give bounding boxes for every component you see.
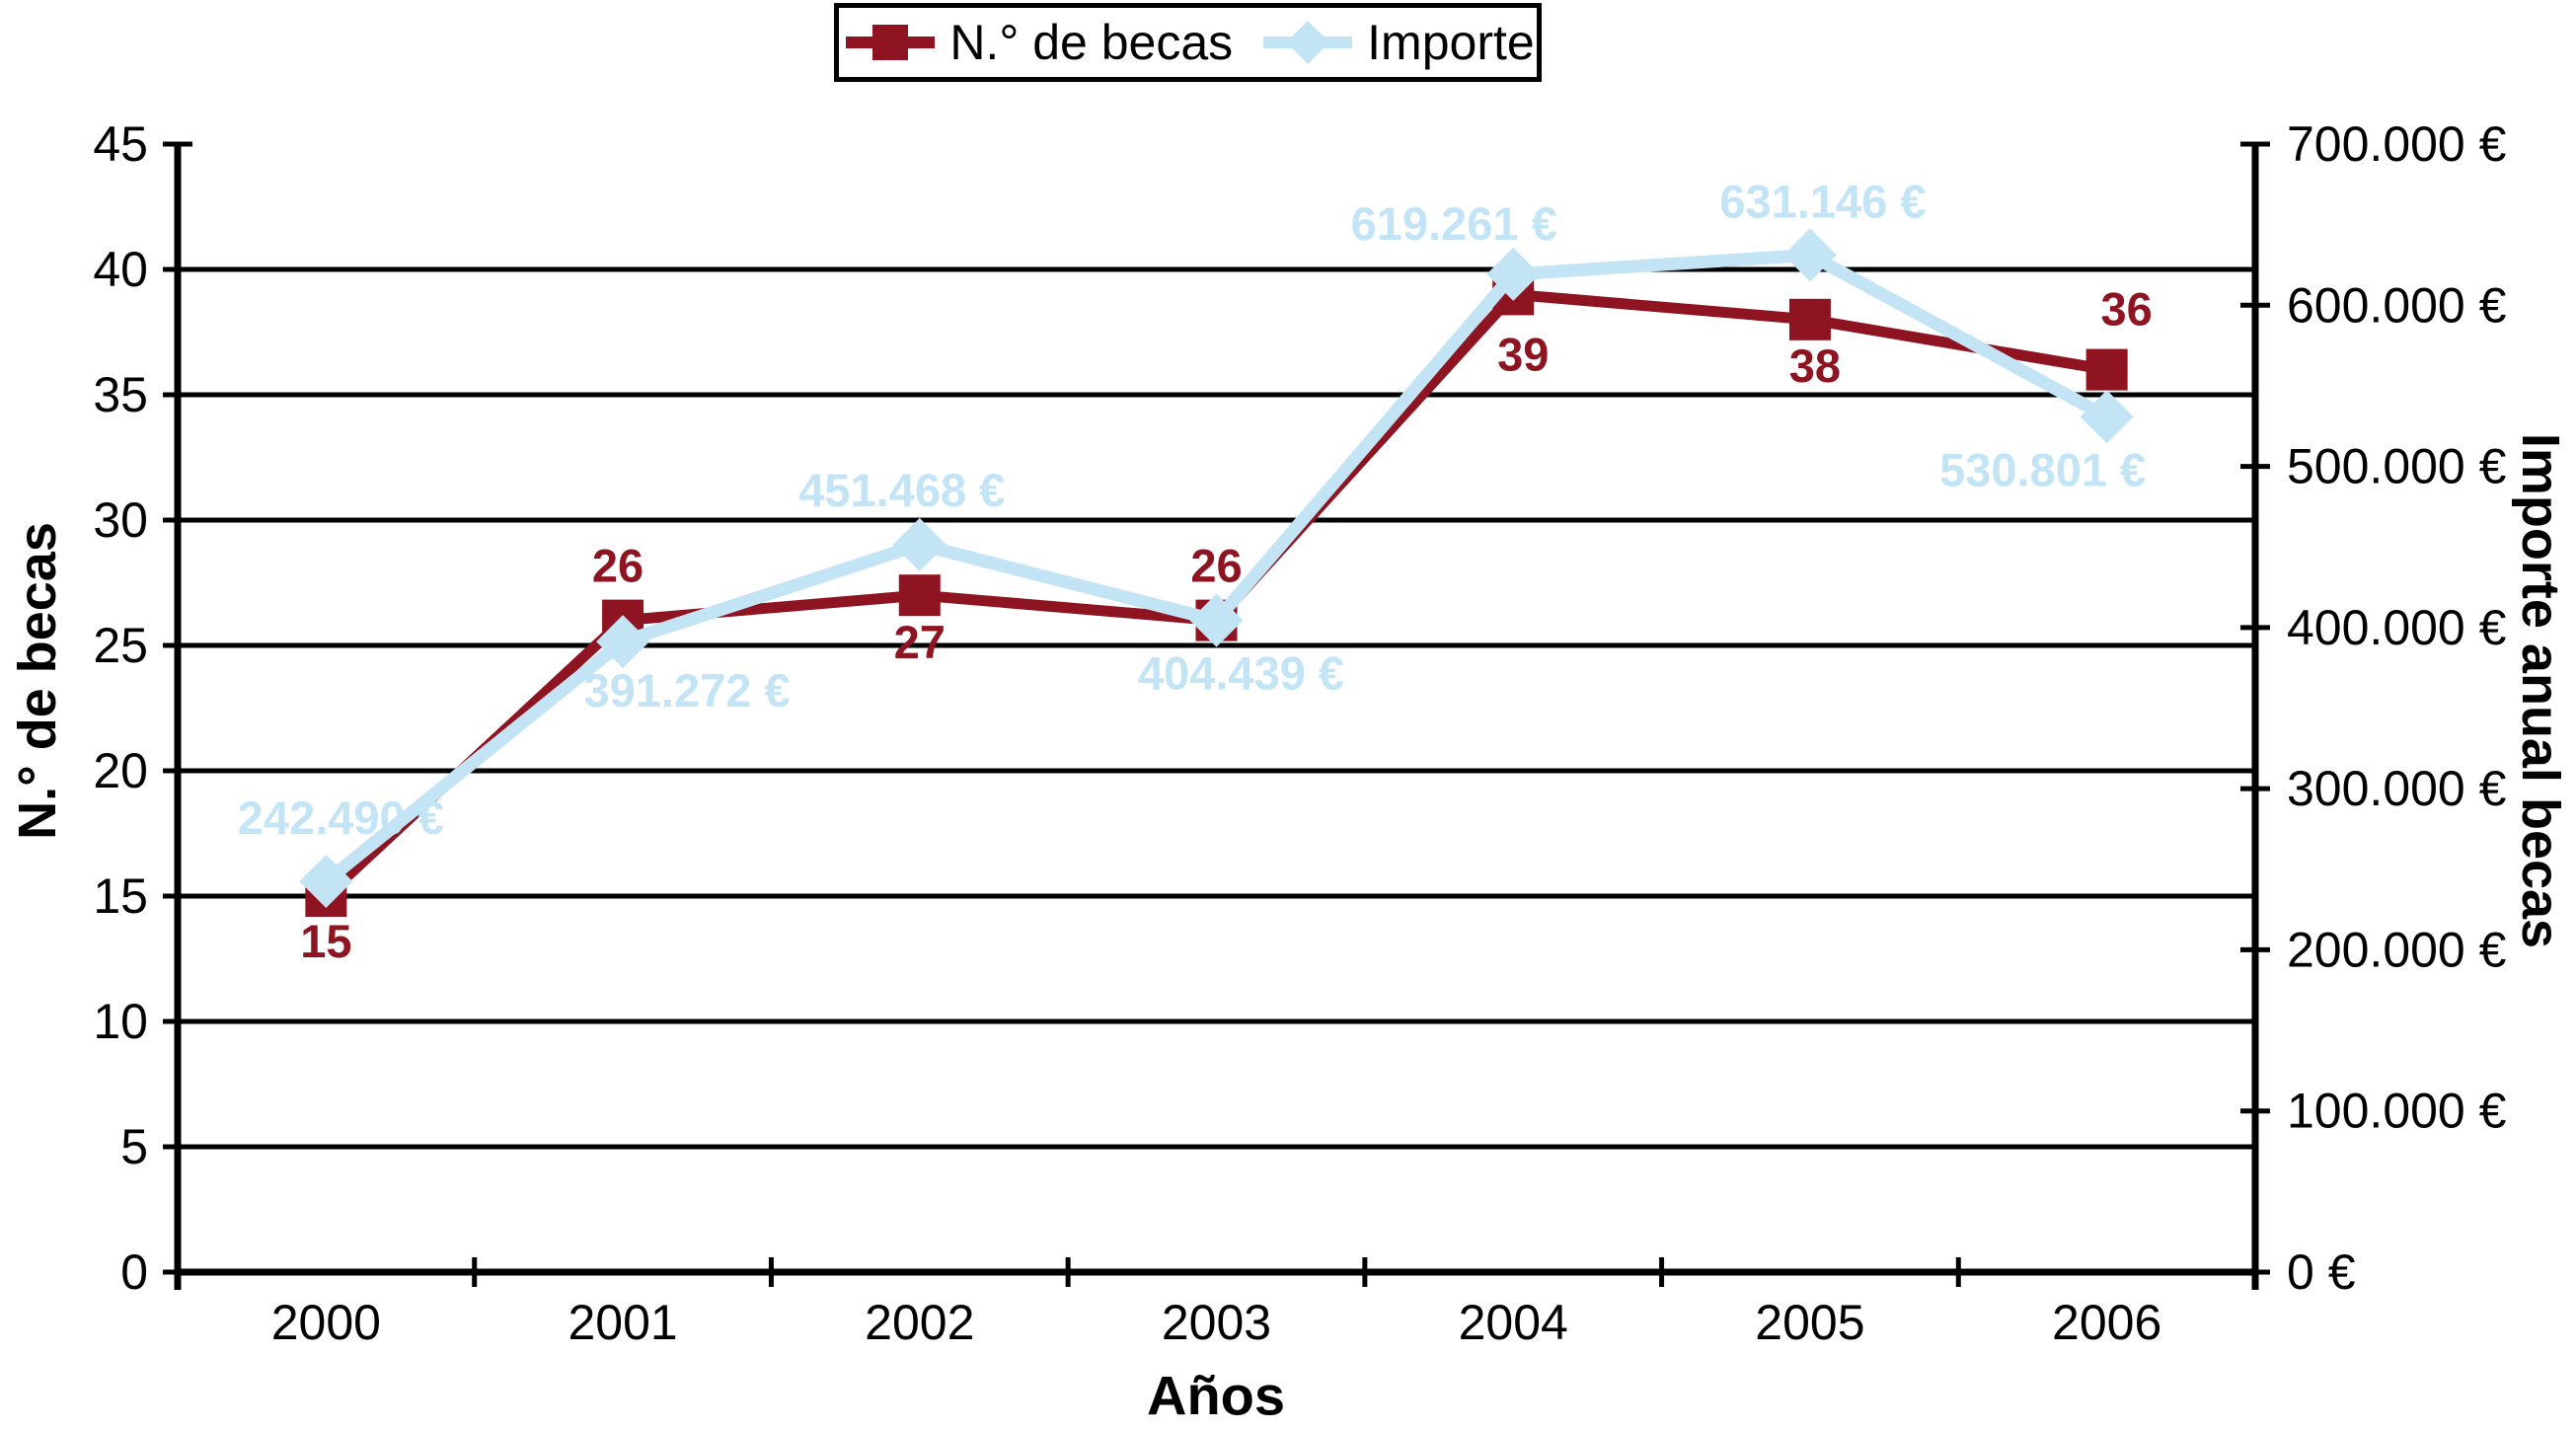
right-axis-tick-label: 600.000 €: [2287, 277, 2507, 333]
left-axis-tick-label: 30: [93, 492, 148, 548]
left-axis-tick-label: 20: [93, 743, 148, 798]
data-point-label: 27: [894, 616, 946, 668]
data-point-label: 530.801 €: [1939, 443, 2146, 495]
right-axis-tick-label: 200.000 €: [2287, 922, 2507, 977]
data-point-marker: [898, 574, 941, 617]
right-axis-tick-label: 400.000 €: [2287, 600, 2507, 655]
data-point-marker: [2085, 348, 2128, 391]
data-point-label: 404.439 €: [1138, 647, 1344, 700]
data-point-label: 631.146 €: [1719, 175, 1926, 227]
data-point-label: 36: [2101, 283, 2153, 336]
left-axis-tick-label: 45: [93, 116, 148, 172]
left-axis-tick-label: 10: [93, 994, 148, 1049]
x-axis-category-label: 2001: [568, 1295, 677, 1350]
becas-square-marker-icon: [846, 25, 936, 60]
x-axis-category-label: 2003: [1162, 1295, 1271, 1350]
data-point-marker: [596, 615, 650, 669]
right-axis-tick-label: 300.000 €: [2287, 761, 2507, 816]
x-axis-category-label: 2005: [1755, 1295, 1864, 1350]
left-axis-tick-label: 25: [93, 618, 148, 673]
x-axis-category-label: 2004: [1459, 1295, 1568, 1350]
importe-diamond-marker-icon: [1263, 21, 1353, 64]
left-axis-tick-label: 40: [93, 242, 148, 297]
right-axis-tick-label: 0 €: [2287, 1244, 2356, 1300]
left-axis-tick-label: 35: [93, 367, 148, 422]
data-point-marker: [299, 855, 353, 909]
data-point-marker: [892, 517, 947, 571]
data-point-label: 26: [1190, 540, 1242, 592]
x-axis-title: Años: [1147, 1364, 1285, 1427]
right-axis-tick-label: 100.000 €: [2287, 1084, 2507, 1139]
data-point-label: 619.261 €: [1351, 197, 1557, 250]
data-point-label: 39: [1497, 328, 1549, 380]
legend-label-becas: N.° de becas: [949, 15, 1234, 70]
data-point-marker: [1782, 228, 1837, 282]
x-axis-category-label: 2000: [271, 1295, 381, 1350]
legend: N.° de becas Importe: [834, 3, 1542, 82]
data-point-label: 242.490 €: [238, 791, 444, 844]
left-axis-tick-label: 0: [120, 1244, 148, 1300]
left-axis-tick-label: 5: [120, 1119, 148, 1174]
data-point-label: 391.272 €: [584, 664, 791, 716]
data-point-marker: [2080, 390, 2134, 444]
left-axis-tick-label: 15: [93, 868, 148, 924]
data-point-marker: [1189, 593, 1244, 647]
data-point-label: 26: [592, 540, 644, 592]
x-axis-category-label: 2002: [865, 1295, 974, 1350]
legend-label-importe: Importe: [1367, 15, 1535, 70]
legend-item-importe: Importe: [1258, 14, 1535, 71]
data-point-label: 15: [300, 915, 351, 967]
data-point-marker: [1486, 247, 1541, 301]
right-axis-tick-label: 700.000 €: [2287, 116, 2507, 172]
x-axis-category-label: 2006: [2052, 1295, 2161, 1350]
legend-item-becas: N.° de becas: [841, 14, 1233, 71]
right-axis-tick-label: 500.000 €: [2287, 439, 2507, 494]
data-point-label: 38: [1789, 339, 1841, 392]
data-point-marker: [1788, 298, 1831, 340]
data-point-label: 451.468 €: [798, 464, 1005, 516]
